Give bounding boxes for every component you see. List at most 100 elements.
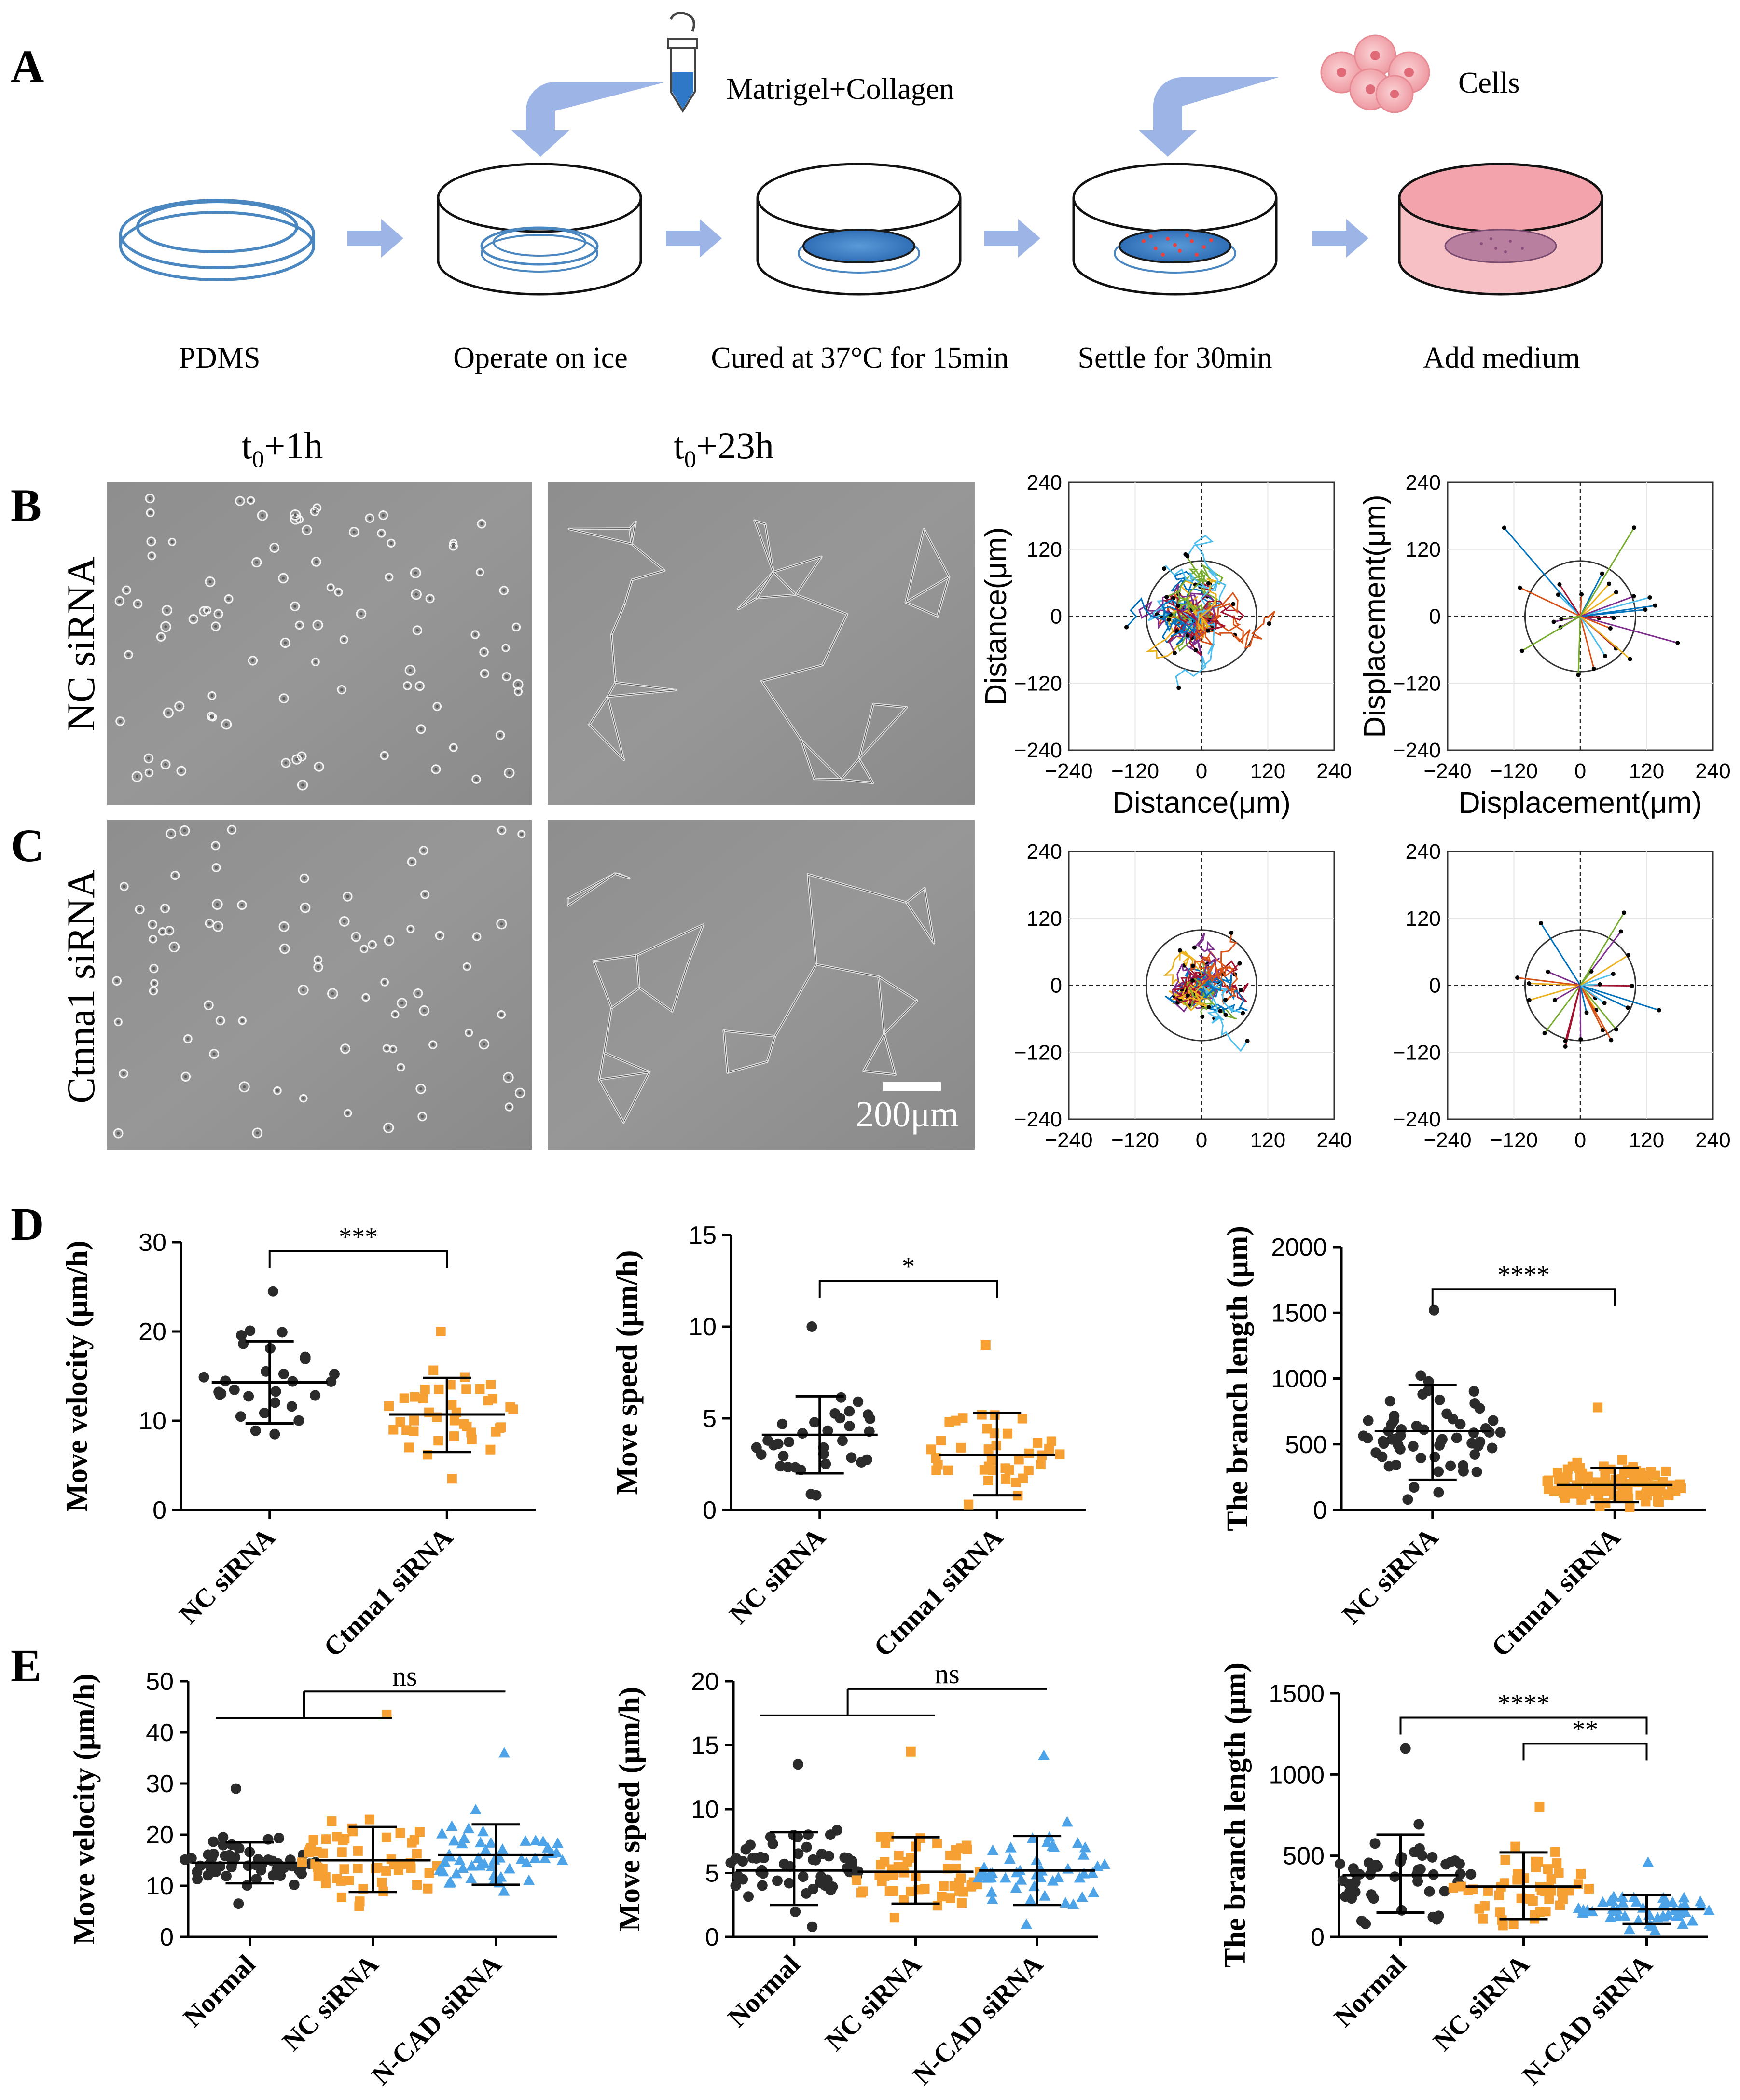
y-tick-label: 15 bbox=[689, 1222, 717, 1249]
cell-core bbox=[416, 992, 420, 995]
trajectory-endpoint bbox=[1166, 617, 1171, 622]
displacement-vector bbox=[1580, 595, 1634, 617]
x-tick-label: 120 bbox=[1250, 1128, 1285, 1152]
data-point bbox=[1087, 1867, 1099, 1878]
displacement-endpoint bbox=[1632, 525, 1637, 530]
process-arrows bbox=[347, 219, 1368, 258]
data-point bbox=[1495, 1907, 1505, 1917]
data-point bbox=[485, 1837, 497, 1848]
cell-core bbox=[208, 921, 211, 925]
cell-core bbox=[149, 511, 152, 514]
y-axis-label: The branch length (μm) bbox=[1221, 1226, 1254, 1531]
data-point bbox=[1552, 1858, 1562, 1868]
data-point bbox=[1074, 1872, 1086, 1883]
data-point bbox=[1411, 1420, 1422, 1431]
y-tick-label: −120 bbox=[1014, 1041, 1062, 1064]
cell bbox=[365, 513, 374, 523]
step-pdms-label: PDMS bbox=[179, 342, 261, 374]
data-point bbox=[1389, 1871, 1400, 1882]
cell bbox=[380, 978, 389, 987]
network-branch-edge bbox=[801, 740, 815, 779]
category-label: NC siRNA bbox=[174, 1522, 282, 1630]
data-point bbox=[732, 1870, 744, 1881]
x-tick-label: −240 bbox=[1045, 759, 1092, 783]
data-point bbox=[779, 1858, 790, 1869]
cell bbox=[407, 857, 417, 867]
cell-core bbox=[256, 1131, 259, 1135]
network-branch-edge bbox=[611, 604, 625, 635]
cell bbox=[497, 1010, 506, 1019]
displacement-vector bbox=[1579, 616, 1595, 669]
cell-core bbox=[217, 612, 220, 616]
data-point bbox=[880, 1857, 890, 1867]
displacement-endpoint bbox=[1643, 607, 1648, 612]
cell-trajectory bbox=[1187, 535, 1219, 617]
y-tick-label: 120 bbox=[1406, 907, 1441, 931]
cell-core bbox=[316, 958, 319, 961]
cell-core bbox=[161, 930, 164, 933]
data-point bbox=[1046, 1840, 1058, 1851]
data-point bbox=[409, 1426, 419, 1436]
y-axis-label: The branch length (μm) bbox=[1219, 1662, 1252, 1968]
displacement-endpoint bbox=[1618, 929, 1623, 934]
displacement-vector bbox=[1580, 985, 1628, 1009]
displacement-vector bbox=[1554, 985, 1581, 1001]
data-point bbox=[1646, 1920, 1658, 1931]
data-point bbox=[1023, 1465, 1034, 1475]
displacement-endpoint bbox=[1538, 921, 1543, 926]
data-point bbox=[807, 1883, 818, 1894]
cell bbox=[280, 637, 290, 648]
data-point bbox=[853, 1396, 864, 1407]
cell-core bbox=[389, 541, 393, 545]
data-point bbox=[344, 1875, 354, 1885]
y-axis-label: Move velocity (μm/h) bbox=[68, 1674, 101, 1945]
data-point bbox=[1346, 1893, 1357, 1904]
cell bbox=[462, 962, 471, 971]
data-point bbox=[1544, 1894, 1554, 1904]
data-point bbox=[296, 1868, 307, 1880]
cell bbox=[227, 825, 237, 835]
cell bbox=[238, 1016, 247, 1025]
data-point bbox=[1572, 1457, 1582, 1468]
data-point bbox=[1623, 1923, 1635, 1935]
data-point bbox=[846, 1452, 857, 1463]
cell-core bbox=[465, 965, 469, 968]
data-point bbox=[1039, 1890, 1051, 1901]
cell-core bbox=[298, 623, 301, 627]
network-branch-edge bbox=[593, 961, 612, 1008]
cell bbox=[278, 693, 289, 704]
series-nc-sirna bbox=[297, 1709, 442, 1911]
data-point bbox=[1609, 1906, 1621, 1917]
cell-core bbox=[170, 540, 174, 544]
data-point bbox=[448, 1835, 460, 1846]
cell-core bbox=[151, 923, 154, 926]
data-point bbox=[809, 1417, 820, 1428]
displacement-vector bbox=[1580, 616, 1614, 619]
data-point bbox=[759, 1853, 770, 1864]
data-point bbox=[399, 1393, 409, 1403]
displacement-vector bbox=[1579, 616, 1606, 657]
trajectory-plot-C-displacement: −240−240 −120 −120 0 0 120 120 240 240 bbox=[1393, 840, 1731, 1152]
displacement-vector bbox=[1580, 616, 1678, 644]
data-point bbox=[1400, 1743, 1411, 1754]
cell-core bbox=[227, 597, 230, 601]
data-point bbox=[1468, 1386, 1479, 1397]
data-point bbox=[1369, 1838, 1381, 1849]
data-point bbox=[806, 1321, 817, 1332]
data-point bbox=[1678, 1892, 1690, 1903]
network-branch-edge bbox=[757, 594, 796, 599]
category-label: Ctnna1 siRNA bbox=[1486, 1522, 1627, 1663]
data-point bbox=[1557, 1472, 1567, 1482]
cell-core bbox=[331, 992, 334, 995]
cell bbox=[145, 494, 155, 504]
data-point bbox=[986, 1867, 998, 1878]
x-tick-label: 0 bbox=[1196, 1128, 1207, 1152]
data-point bbox=[221, 1870, 232, 1881]
cell-core bbox=[183, 829, 186, 832]
data-point bbox=[446, 1820, 458, 1831]
data-point bbox=[1000, 1463, 1010, 1473]
cell bbox=[237, 900, 247, 910]
data-point bbox=[1024, 1894, 1036, 1905]
x-tick-label: 240 bbox=[1695, 1128, 1730, 1152]
